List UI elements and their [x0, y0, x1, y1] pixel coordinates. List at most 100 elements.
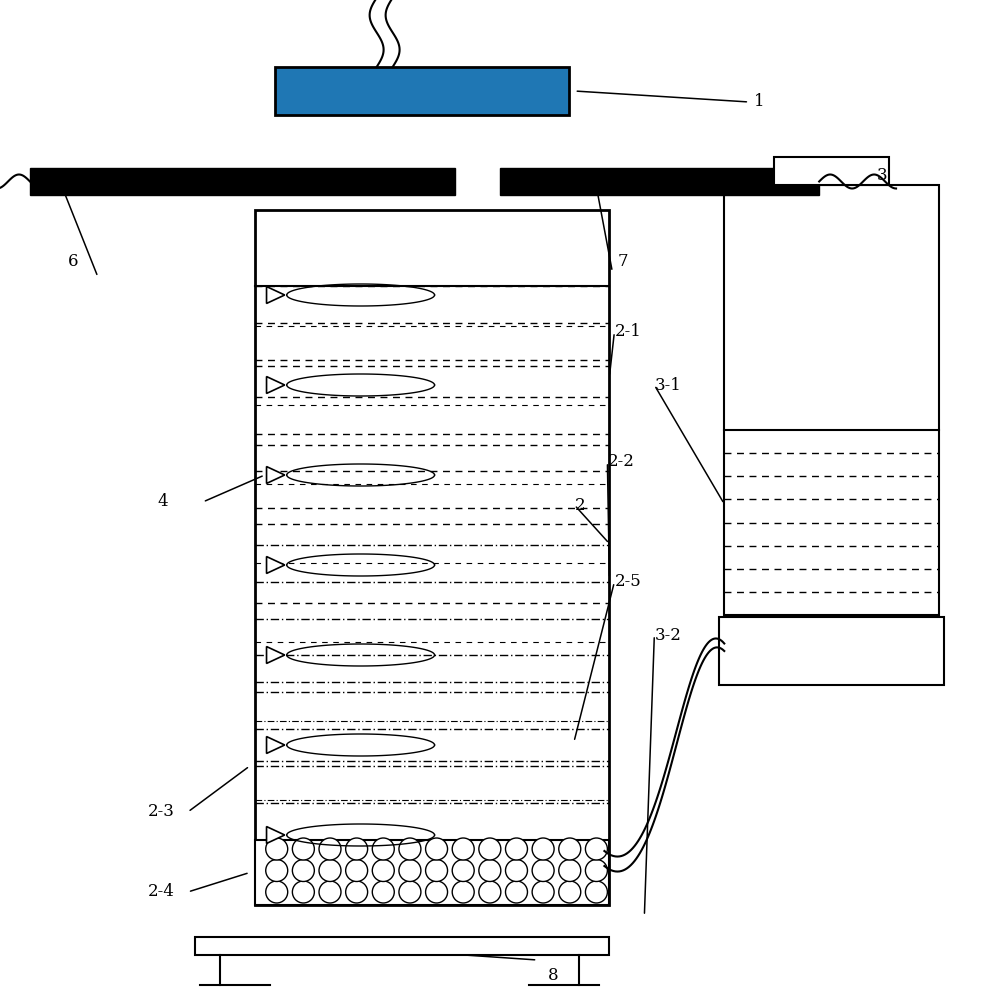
Bar — [543, 67, 552, 115]
Circle shape — [532, 859, 554, 882]
Polygon shape — [267, 827, 285, 843]
Bar — [449, 67, 457, 115]
Polygon shape — [267, 377, 285, 393]
Bar — [318, 67, 327, 115]
Circle shape — [426, 881, 448, 903]
Bar — [310, 67, 318, 115]
Text: 3-2: 3-2 — [654, 626, 681, 644]
Bar — [344, 67, 353, 115]
Bar — [336, 67, 344, 115]
Bar — [431, 67, 440, 115]
Bar — [275, 67, 569, 115]
Bar — [388, 67, 396, 115]
Bar — [284, 67, 292, 115]
Bar — [301, 67, 310, 115]
Bar — [362, 67, 370, 115]
Bar — [414, 67, 422, 115]
Bar — [526, 67, 534, 115]
Text: 1: 1 — [754, 94, 765, 110]
Text: 2-1: 2-1 — [614, 324, 641, 340]
Bar — [724, 185, 939, 615]
Circle shape — [293, 838, 315, 860]
Circle shape — [399, 881, 421, 903]
Circle shape — [479, 881, 500, 903]
Polygon shape — [267, 287, 285, 303]
Circle shape — [346, 838, 368, 860]
Circle shape — [373, 881, 395, 903]
Bar — [405, 67, 414, 115]
Circle shape — [532, 838, 554, 860]
Polygon shape — [267, 647, 285, 663]
Circle shape — [346, 859, 368, 882]
Circle shape — [346, 881, 368, 903]
Circle shape — [266, 859, 288, 882]
Text: 4: 4 — [158, 493, 169, 510]
Text: 8: 8 — [547, 966, 558, 984]
Text: 2-4: 2-4 — [148, 884, 175, 900]
Text: 2-3: 2-3 — [148, 804, 175, 820]
Text: 2: 2 — [574, 496, 585, 514]
Circle shape — [479, 838, 500, 860]
Text: 7: 7 — [617, 253, 628, 270]
Text: 3-1: 3-1 — [654, 376, 681, 393]
Circle shape — [319, 881, 341, 903]
Circle shape — [266, 838, 288, 860]
Polygon shape — [267, 557, 285, 573]
Polygon shape — [267, 737, 285, 753]
Bar — [255, 210, 609, 905]
Text: 2-2: 2-2 — [607, 454, 634, 471]
Circle shape — [558, 838, 580, 860]
Circle shape — [319, 838, 341, 860]
Circle shape — [426, 838, 448, 860]
Bar — [195, 937, 609, 955]
Bar — [517, 67, 526, 115]
Circle shape — [505, 838, 527, 860]
Circle shape — [505, 859, 527, 882]
Circle shape — [266, 881, 288, 903]
Bar — [483, 67, 492, 115]
Bar — [275, 67, 284, 115]
Circle shape — [373, 859, 395, 882]
Text: 3: 3 — [877, 166, 888, 184]
Bar — [396, 67, 405, 115]
Circle shape — [532, 881, 554, 903]
Bar — [370, 67, 379, 115]
Bar — [466, 67, 475, 115]
Circle shape — [505, 881, 527, 903]
Polygon shape — [267, 467, 285, 483]
Text: 6: 6 — [68, 253, 79, 270]
Circle shape — [453, 859, 475, 882]
Bar — [492, 67, 500, 115]
Bar — [440, 67, 449, 115]
Circle shape — [293, 881, 315, 903]
Circle shape — [319, 859, 341, 882]
Bar — [560, 67, 569, 115]
Bar — [327, 67, 336, 115]
Bar — [552, 67, 560, 115]
Bar — [379, 67, 388, 115]
Bar — [719, 617, 944, 685]
Circle shape — [479, 859, 500, 882]
Bar — [500, 168, 819, 195]
Bar — [534, 67, 543, 115]
Bar — [500, 67, 508, 115]
Bar — [457, 67, 466, 115]
Circle shape — [453, 881, 475, 903]
Bar — [292, 67, 301, 115]
Circle shape — [585, 838, 607, 860]
Circle shape — [453, 838, 475, 860]
Bar — [30, 168, 455, 195]
Circle shape — [585, 859, 607, 882]
Bar — [475, 67, 483, 115]
Circle shape — [558, 859, 580, 882]
Circle shape — [426, 859, 448, 882]
Circle shape — [585, 881, 607, 903]
Circle shape — [558, 881, 580, 903]
Circle shape — [399, 838, 421, 860]
Text: 2-5: 2-5 — [614, 574, 641, 590]
Bar — [255, 840, 609, 905]
Circle shape — [293, 859, 315, 882]
Circle shape — [373, 838, 395, 860]
Bar — [508, 67, 517, 115]
Bar — [353, 67, 362, 115]
